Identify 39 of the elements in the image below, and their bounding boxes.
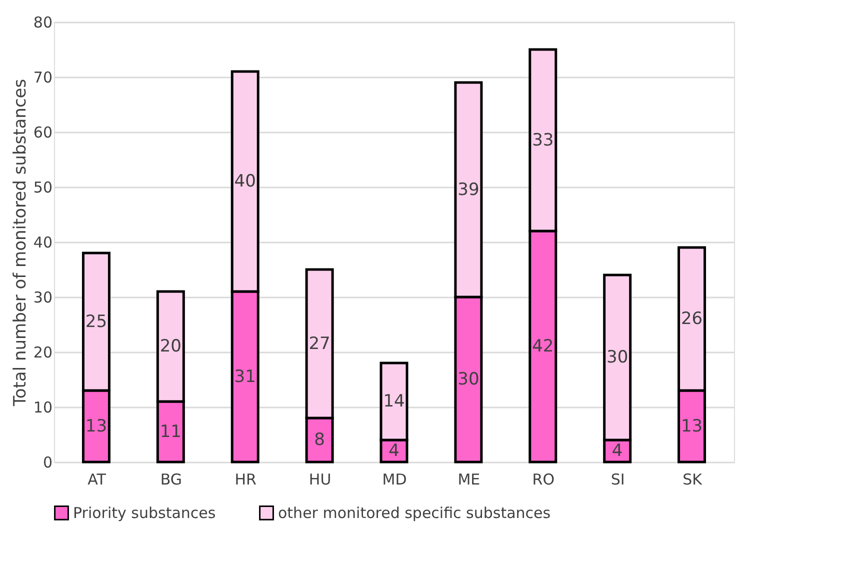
x-tick-label: SK — [682, 470, 704, 488]
x-tick-label: SI — [610, 470, 625, 488]
x-tick-label: ME — [458, 470, 480, 488]
legend-label: Priority substances — [73, 504, 216, 522]
data-label: 13 — [680, 416, 703, 436]
data-label: 26 — [680, 309, 703, 329]
y-tick-label: 0 — [42, 454, 52, 472]
y-axis-title: Total number of monitored substances — [10, 78, 30, 408]
y-tick-label: 10 — [33, 398, 52, 416]
x-tick-label: HU — [308, 470, 332, 488]
x-tick-label: MD — [382, 470, 407, 488]
data-label: 4 — [388, 441, 400, 461]
data-label: 39 — [458, 180, 480, 200]
data-label: 42 — [532, 336, 554, 356]
data-label: 20 — [160, 336, 182, 356]
data-label: 30 — [606, 348, 628, 368]
legend-label: other monitored specific substances — [278, 504, 551, 522]
data-label: 33 — [532, 130, 554, 150]
x-tick-label: RO — [532, 470, 555, 488]
data-label: 11 — [160, 422, 182, 442]
y-tick-label: 70 — [33, 68, 52, 86]
y-tick-label: 20 — [33, 344, 52, 362]
y-tick-label: 60 — [33, 124, 52, 142]
y-tick-label: 50 — [33, 178, 52, 196]
data-label: 14 — [383, 392, 405, 412]
x-tick-label: HR — [234, 470, 256, 488]
data-label: 8 — [314, 430, 325, 450]
y-tick-label: 40 — [33, 234, 52, 252]
data-label: 25 — [85, 312, 108, 332]
data-label: 4 — [612, 441, 623, 461]
x-tick-label: AT — [88, 470, 107, 488]
data-label: 30 — [458, 370, 480, 390]
data-label: 31 — [234, 366, 256, 387]
data-label: 40 — [234, 172, 256, 192]
data-label: 27 — [308, 334, 330, 354]
data-label: 13 — [85, 416, 108, 436]
x-tick-label: BG — [160, 470, 182, 488]
y-tick-label: 30 — [33, 288, 52, 306]
y-tick-label: 80 — [33, 14, 52, 32]
